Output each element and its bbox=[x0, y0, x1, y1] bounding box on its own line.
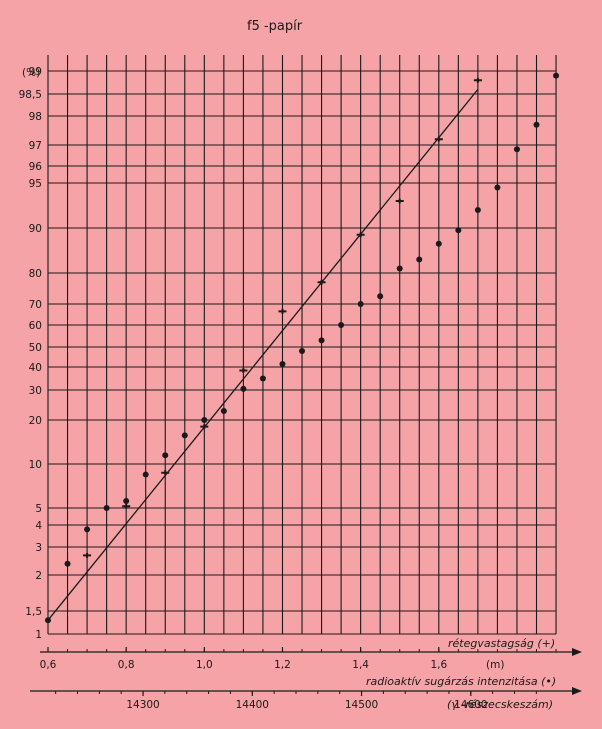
bottom-axis-tick-label: 14400 bbox=[236, 699, 269, 711]
plus-marker bbox=[200, 424, 209, 430]
dot-marker bbox=[123, 497, 130, 504]
top-axis-arrow bbox=[572, 648, 582, 656]
bottom-axis-arrow bbox=[572, 687, 582, 695]
y-tick-label: 4 bbox=[35, 520, 42, 532]
dot-marker bbox=[220, 408, 227, 414]
chart-title: f5 -papír bbox=[247, 19, 303, 34]
y-tick-label: 5 bbox=[35, 503, 42, 515]
dot-marker bbox=[513, 146, 520, 153]
y-tick-label: 98,5 bbox=[19, 89, 42, 101]
y-tick-label: 2 bbox=[35, 570, 42, 582]
plus-marker bbox=[317, 279, 326, 285]
y-unit-label: (%) bbox=[22, 67, 40, 79]
y-tick-label: 80 bbox=[29, 268, 42, 280]
dot-marker bbox=[435, 240, 442, 247]
plus-marker bbox=[395, 198, 404, 204]
y-tick-label: 1,5 bbox=[25, 606, 42, 618]
plus-marker bbox=[122, 503, 131, 509]
y-tick-label: 30 bbox=[29, 385, 42, 397]
dot-marker bbox=[474, 207, 481, 213]
dot-marker bbox=[377, 293, 384, 300]
y-tick-label: 50 bbox=[29, 342, 42, 354]
bottom-axis-tick-label: 14500 bbox=[345, 699, 378, 711]
dot-marker bbox=[357, 301, 364, 307]
plus-marker bbox=[473, 77, 482, 83]
y-tick-label: 40 bbox=[29, 362, 42, 374]
dot-marker bbox=[259, 375, 266, 382]
top-axis-tick-label: 1,4 bbox=[352, 659, 369, 671]
y-tick-label: 70 bbox=[29, 299, 42, 311]
axes: 0,6 0,8 1,0 1,2 1,4 1,6 14300 14400 14500 14600 bbox=[30, 647, 582, 711]
dot-marker bbox=[299, 348, 306, 354]
bottom-axis-tick-label: 14600 bbox=[454, 699, 487, 711]
top-axis-tick-label: 0,6 bbox=[40, 659, 57, 671]
top-axis-tick-label: 1,2 bbox=[274, 659, 291, 671]
plus-markers bbox=[83, 77, 482, 558]
y-tick-label: 60 bbox=[29, 320, 42, 332]
fit-line-segment bbox=[47, 88, 479, 621]
y-tick-label: 10 bbox=[29, 459, 42, 471]
dot-marker bbox=[494, 184, 501, 191]
dot-marker bbox=[318, 337, 325, 344]
y-tick-labels: 1 1,5 2 3 4 5 10 20 30 40 50 60 70 80 90 95 96 97 98 98,5 99 bbox=[19, 66, 43, 641]
y-tick-label: 20 bbox=[29, 415, 42, 427]
dot-marker bbox=[162, 452, 169, 459]
y-tick-label: 95 bbox=[29, 178, 42, 190]
plus-marker bbox=[83, 552, 92, 558]
y-tick-label: 97 bbox=[29, 140, 42, 152]
top-axis-label: rétegvastagság (+) bbox=[448, 637, 555, 650]
dot-marker bbox=[64, 560, 71, 567]
y-tick-label: 3 bbox=[35, 542, 42, 554]
bottom-axis-unit: (γ -részecskeszám) bbox=[447, 698, 553, 711]
top-axis-tick-label: 1,0 bbox=[196, 659, 213, 671]
grid bbox=[47, 55, 557, 635]
y-tick-label: 1 bbox=[35, 629, 42, 641]
dot-marker bbox=[416, 256, 423, 263]
dot-marker bbox=[201, 417, 208, 423]
y-tick-label: 90 bbox=[29, 223, 42, 235]
dot-marker bbox=[279, 361, 286, 367]
dot-marker bbox=[45, 617, 51, 624]
dot-marker bbox=[181, 432, 188, 439]
dot-marker bbox=[240, 385, 247, 392]
y-tick-label: 98 bbox=[29, 111, 42, 123]
bottom-axis-tick-label: 14300 bbox=[126, 699, 159, 711]
top-axis-unit: (m) bbox=[486, 659, 504, 671]
dot-marker bbox=[533, 121, 540, 128]
dot-markers bbox=[45, 72, 560, 624]
dot-marker bbox=[338, 322, 345, 328]
dot-marker bbox=[553, 72, 560, 79]
plus-marker bbox=[356, 232, 365, 238]
plus-marker bbox=[161, 470, 170, 476]
dot-marker bbox=[84, 526, 91, 533]
plus-marker bbox=[434, 136, 443, 142]
fit-line bbox=[47, 88, 479, 621]
plus-marker bbox=[239, 367, 248, 373]
dot-marker bbox=[142, 471, 149, 478]
y-tick-label: 99 bbox=[29, 66, 42, 78]
dot-marker bbox=[103, 505, 110, 511]
dot-marker bbox=[455, 227, 462, 234]
top-axis-tick-label: 0,8 bbox=[118, 659, 135, 671]
y-tick-label: 96 bbox=[29, 161, 43, 173]
plus-marker bbox=[278, 308, 287, 314]
dot-marker bbox=[396, 265, 403, 272]
top-axis-tick-label: 1,6 bbox=[430, 659, 447, 671]
bottom-axis-label: radioaktív sugárzás intenzitása (•) bbox=[366, 675, 556, 688]
